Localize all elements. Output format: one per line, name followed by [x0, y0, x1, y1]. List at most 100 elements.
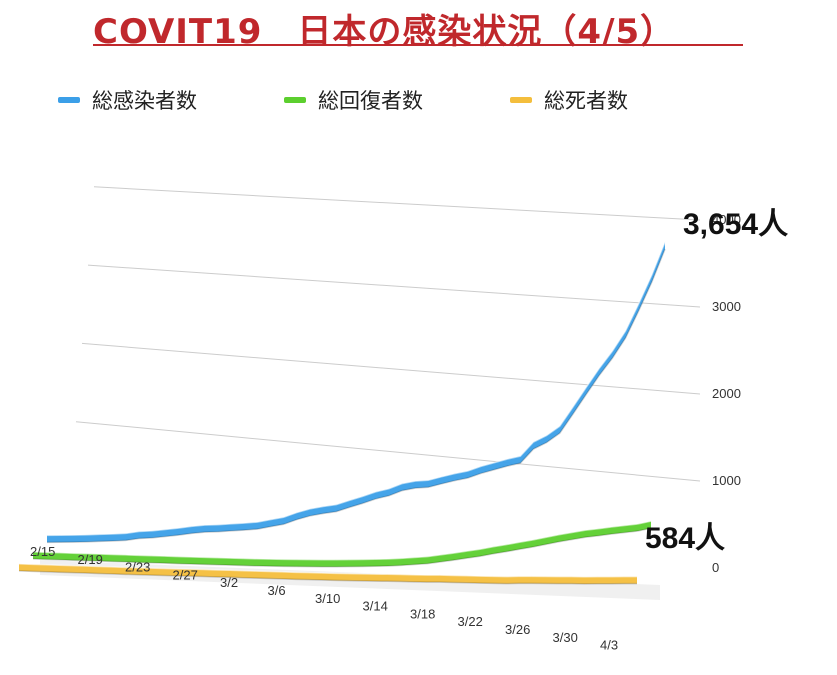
- legend-label-infected: 総感染者数: [92, 89, 197, 113]
- series-1-point-30: [427, 556, 429, 558]
- legend-swatch-deaths: [510, 97, 532, 103]
- x-tick-label-3-10: 3/10: [315, 591, 340, 606]
- series-0-point-29: [428, 479, 430, 481]
- series-1-point-24: [348, 559, 350, 561]
- gridline-2000: [81, 342, 701, 395]
- series-1-point-29: [414, 557, 416, 559]
- series-edge-2: [18, 570, 638, 585]
- series-1-point-44: [611, 526, 613, 528]
- legend-label-recovered: 総回復者数: [318, 89, 423, 113]
- series-2-point-2: [44, 564, 46, 566]
- series-2-point-37: [505, 576, 507, 578]
- series-0-point-18: [283, 516, 285, 518]
- series-2-point-14: [202, 569, 204, 571]
- y-tick-label-3000: 3000: [712, 299, 741, 314]
- series-1-point-34: [479, 548, 481, 550]
- series-1-point-26: [374, 558, 376, 560]
- series-2-point-15: [215, 569, 217, 571]
- series-2-point-11: [163, 568, 165, 570]
- series-1-point-2: [58, 552, 60, 554]
- x-tick-label-3-14: 3/14: [363, 599, 388, 614]
- series-2-point-1: [31, 564, 33, 566]
- series-1-point-32: [453, 552, 455, 554]
- legend-item-infected: 総感染者数: [58, 85, 197, 115]
- series-1-point-31: [440, 554, 442, 556]
- series-0-point-38: [546, 435, 548, 437]
- x-tick-label-4-3: 4/3: [600, 638, 618, 653]
- series-1-point-27: [387, 558, 389, 560]
- gridline-4000: [93, 186, 701, 221]
- series-edge-1: [32, 527, 652, 568]
- series-2-point-42: [570, 576, 572, 578]
- series-1-point-3: [72, 552, 74, 554]
- gridline-1000: [75, 421, 701, 482]
- series-0-point-6: [125, 533, 127, 535]
- x-tick-label-3-6: 3/6: [268, 583, 286, 598]
- x-tick-label-3-18: 3/18: [410, 606, 435, 621]
- series-0-point-10: [178, 527, 180, 529]
- series-edge-0: [46, 248, 666, 544]
- series-0-point-15: [243, 522, 245, 524]
- series-2-point-35: [478, 575, 480, 577]
- series-2-point-39: [531, 576, 533, 578]
- series-0-point-8: [151, 530, 153, 532]
- x-tick-label-2-19: 2/19: [78, 552, 103, 567]
- series-0-point-24: [362, 496, 364, 498]
- series-0-point-3: [86, 534, 88, 536]
- series-1-point-9: [151, 555, 153, 557]
- series-0-point-31: [454, 473, 456, 475]
- series-1-point-33: [466, 550, 468, 552]
- series-1-point-15: [229, 557, 231, 559]
- series-0-point-14: [230, 523, 232, 525]
- series-0-point-46: [651, 274, 653, 276]
- series-0-point-16: [257, 521, 259, 523]
- series-1-point-42: [584, 529, 586, 531]
- series-2-point-7: [110, 566, 112, 568]
- y-tick-label-0: 0: [712, 560, 719, 575]
- series-2-point-43: [584, 576, 586, 578]
- series-highlight-2: [18, 563, 638, 578]
- series-1-point-11: [177, 556, 179, 558]
- y-tick-label-2000: 2000: [712, 386, 741, 401]
- series-2-point-20: [281, 571, 283, 573]
- series-2-point-46: [623, 576, 625, 578]
- title-underline: [93, 44, 743, 46]
- series-2-point-31: [426, 574, 428, 576]
- series-0-point-36: [520, 455, 522, 457]
- series-2-point-29: [400, 574, 402, 576]
- x-tick-label-2-27: 2/27: [173, 567, 198, 582]
- series-0-point-45: [638, 303, 640, 305]
- series-2-point-32: [439, 574, 441, 576]
- series-2-point-19: [268, 571, 270, 573]
- series-2-point-34: [465, 575, 467, 577]
- series-1-point-21: [308, 559, 310, 561]
- series-0-point-27: [401, 483, 403, 485]
- series-1-point-20: [295, 559, 297, 561]
- series-0-point-4: [99, 534, 101, 536]
- series-2-point-45: [610, 576, 612, 578]
- series-1-point-17: [256, 558, 258, 560]
- series-0-point-35: [506, 458, 508, 460]
- series-1-point-23: [335, 559, 337, 561]
- legend-label-deaths: 総死者数: [544, 89, 628, 113]
- series-1-point-22: [321, 559, 323, 561]
- series-0-point-47: [664, 241, 666, 243]
- series-0-point-7: [138, 531, 140, 533]
- series-1-point-45: [624, 525, 626, 527]
- callout-recovered: 584人: [645, 522, 725, 555]
- series-2-point-38: [518, 576, 520, 578]
- y-tick-label-1000: 1000: [712, 473, 741, 488]
- series-0-point-44: [625, 330, 627, 332]
- series-2-point-0: [18, 563, 20, 565]
- series-0-point-19: [296, 512, 298, 514]
- series-0-point-13: [217, 524, 219, 526]
- series-1-point-7: [124, 554, 126, 556]
- series-0-point-30: [441, 476, 443, 478]
- series-1-point-37: [519, 541, 521, 543]
- series-0-point-40: [572, 406, 574, 408]
- series-2-point-26: [360, 573, 362, 575]
- callout-infected: 3,654人: [683, 208, 788, 241]
- series-0-point-21: [322, 506, 324, 508]
- series-0-point-5: [112, 533, 114, 535]
